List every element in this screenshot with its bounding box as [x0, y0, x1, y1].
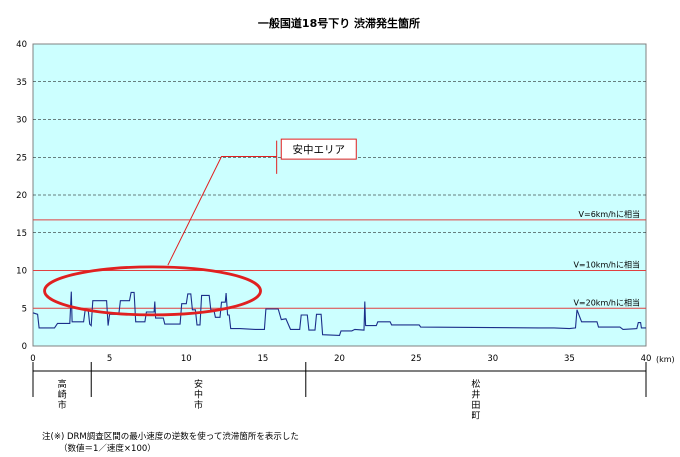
x-tick-label: 40 [641, 354, 652, 364]
reference-label: V=20km/hに相当 [573, 297, 640, 307]
annotation-area: 安中エリア [43, 138, 357, 317]
annotation-ellipse [43, 265, 262, 317]
y-tick-label: 20 [16, 191, 27, 201]
annotation-label: 安中エリア [293, 143, 346, 156]
section-label-char: 田 [471, 400, 480, 411]
section-label: 高崎市 [58, 378, 67, 411]
section-label-char: 井 [471, 389, 480, 401]
reference-label: V=10km/hに相当 [573, 260, 640, 270]
chart-title: 一般国道18号下り 渋滞発生箇所 [258, 16, 420, 30]
x-axis-unit: (km) [656, 355, 675, 364]
x-tick-label: 30 [487, 354, 498, 364]
y-tick-label: 10 [16, 267, 27, 277]
y-tick-labels: 0 5 10 15 20 25 30 35 40 [16, 40, 27, 352]
y-tick-label: 35 [16, 78, 27, 88]
y-tick-label: 25 [16, 153, 27, 163]
section-label-char: 松 [471, 378, 480, 390]
section-label-char: 中 [194, 389, 203, 401]
note-line-1: 注(※) DRM調査区間の最小速度の逆数を使って渋滞箇所を表示した [42, 431, 299, 442]
section-label-char: 高 [58, 378, 67, 390]
x-tick-label: 0 [30, 354, 35, 364]
reference-label: V=6km/hに相当 [579, 209, 640, 219]
x-tick-labels: 0 5 10 15 20 25 30 35 40 [30, 354, 651, 364]
section-label-char: 市 [194, 399, 203, 411]
section-label-char: 町 [471, 412, 480, 422]
section-label-char: 崎 [58, 389, 67, 401]
x-tick-label: 35 [564, 354, 575, 364]
x-tick-label: 15 [257, 354, 268, 364]
x-tick-label: 20 [334, 354, 345, 364]
x-tick-label: 5 [107, 354, 112, 364]
x-tick-label: 25 [411, 354, 422, 364]
annotation-leader [167, 155, 277, 266]
section-label: 安中市 [194, 378, 203, 411]
section-label-char: 安 [194, 378, 203, 390]
y-tick-label: 0 [22, 342, 27, 352]
y-tick-label: 40 [16, 40, 27, 50]
reference-lines: V=6km/hに相当 V=10km/hに相当 V=20km/hに相当 [33, 209, 646, 309]
section-label-char: 市 [58, 399, 67, 411]
y-tick-label: 15 [16, 229, 27, 239]
y-tick-label: 5 [22, 304, 27, 314]
y-tick-label: 30 [16, 116, 27, 126]
x-tick-label: 10 [181, 354, 192, 364]
annotation-box [280, 138, 357, 160]
note-line-2: （数値＝1／速度×100） [59, 443, 156, 454]
